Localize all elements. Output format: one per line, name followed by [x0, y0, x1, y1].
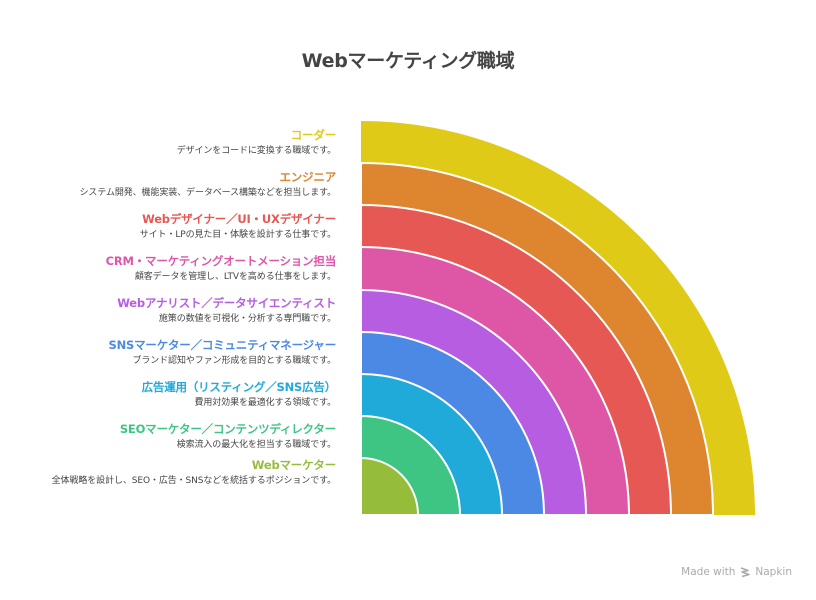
legend-item-ad-operations: 広告運用（リスティング／SNS広告） 費用対効果を最適化する領域です。: [16, 379, 337, 409]
item-name: Webアナリスト／データサイエンティスト: [117, 296, 336, 310]
legend-item-web-designer: Webデザイナー／UI・UXデザイナー サイト・LPの見た目・体験を設計する仕事…: [16, 211, 336, 241]
edge-mask: [357, 515, 761, 519]
napkin-logo-icon: [741, 567, 751, 578]
legend-item-crm: CRM・マーケティングオートメーション担当 顧客データを管理し、LTVを高める仕…: [16, 253, 337, 283]
item-name: 広告運用（リスティング／SNS広告）: [141, 380, 337, 394]
item-name: SNSマーケター／コミュニティマネージャー: [108, 338, 337, 352]
legend-item-engineer: エンジニア システム開発、機能実装、データベース構築などを担当します。: [16, 169, 337, 199]
item-description: 顧客データを管理し、LTVを高める仕事をします。: [134, 272, 336, 282]
item-description: 費用対効果を最適化する領域です。: [194, 398, 336, 408]
napkin-watermark: Made with Napkin: [681, 566, 792, 578]
item-name: CRM・マーケティングオートメーション担当: [105, 254, 337, 268]
item-name: Webマーケター: [251, 458, 336, 472]
legend-item-web-marketer: Webマーケター 全体戦略を設計し、SEO・広告・SNSなどを統括するポジション…: [16, 457, 337, 487]
legend-item-sns-marketer: SNSマーケター／コミュニティマネージャー ブランド認知やファン形成を目的とする…: [16, 337, 337, 367]
made-with-text: Made with: [681, 566, 736, 578]
item-description: 全体戦略を設計し、SEO・広告・SNSなどを統括するポジションです。: [51, 476, 336, 486]
item-description: ブランド認知やファン形成を目的とする職域です。: [132, 356, 336, 366]
legend-item-coder: コーダー デザインをコードに変換する職域です。: [16, 127, 337, 157]
diagram-title: Webマーケティング職域: [301, 50, 515, 72]
item-name: Webデザイナー／UI・UXデザイナー: [142, 212, 336, 226]
edge-mask: [357, 115, 361, 519]
item-description: 施策の数値を可視化・分析する専門職です。: [158, 314, 336, 324]
item-name: SEOマーケター／コンテンツディレクター: [119, 422, 336, 436]
item-description: デザインをコードに変換する職域です。: [176, 146, 336, 156]
item-description: システム開発、機能実装、データベース構築などを担当します。: [79, 188, 337, 198]
item-description: サイト・LPの見た目・体験を設計する仕事です。: [139, 230, 336, 240]
legend-item-web-analyst: Webアナリスト／データサイエンティスト 施策の数値を可視化・分析する専門職です…: [16, 295, 336, 325]
napkin-brand-text: Napkin: [755, 566, 792, 578]
arc-band-9: [360, 456, 420, 516]
item-name: エンジニア: [279, 170, 337, 184]
item-name: コーダー: [290, 128, 336, 142]
legend-labels: コーダー デザインをコードに変換する職域です。 エンジニア システム開発、機能実…: [0, 0, 337, 600]
legend-item-seo-marketer: SEOマーケター／コンテンツディレクター 検索流入の最大化を担当する職域です。: [16, 421, 336, 451]
item-description: 検索流入の最大化を担当する職域です。: [176, 440, 336, 450]
